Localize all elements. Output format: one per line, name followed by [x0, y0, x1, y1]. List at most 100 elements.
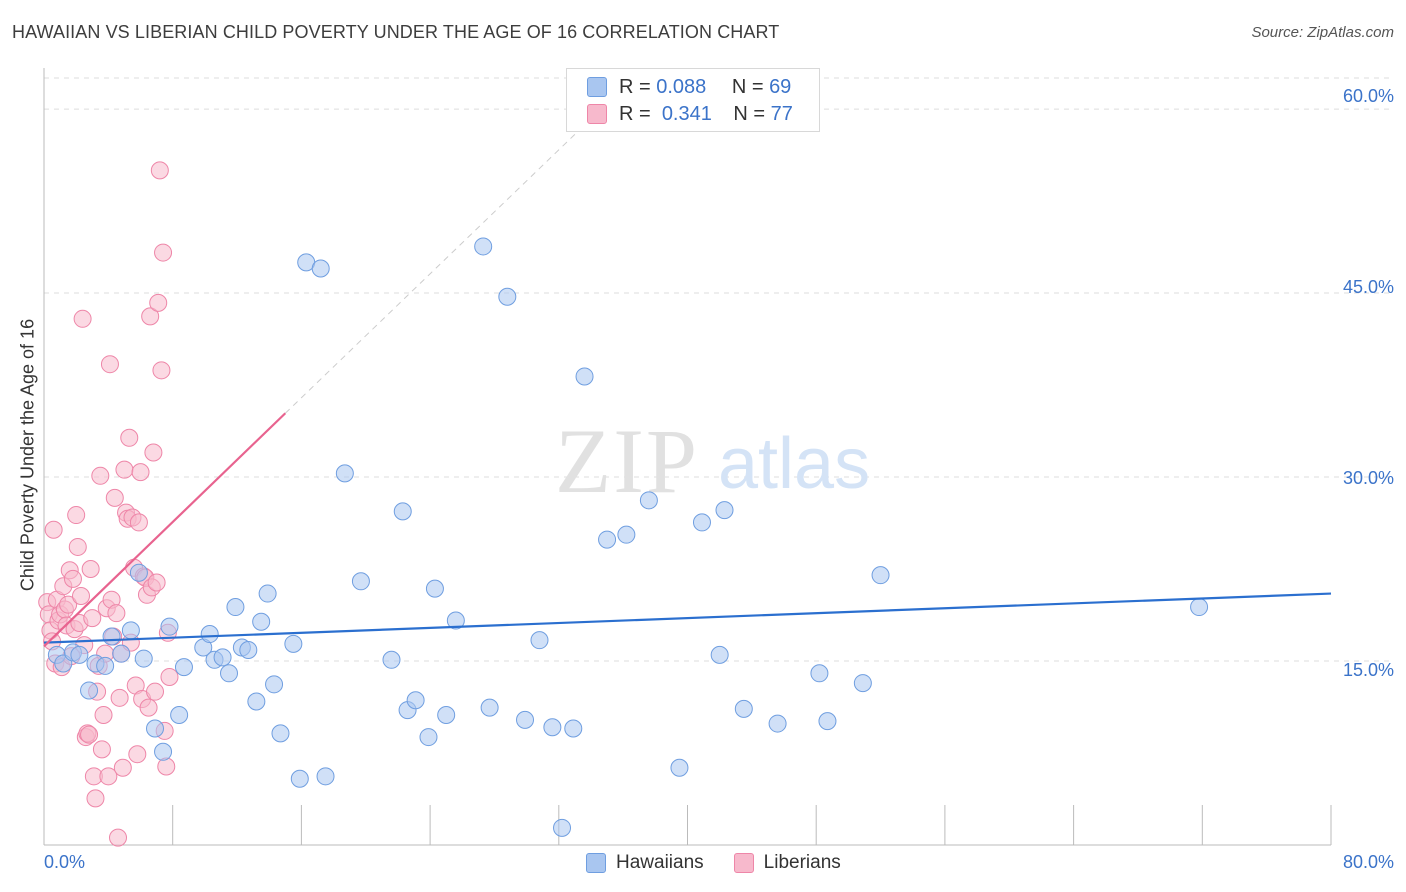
legend-r-value-liberians: 0.341: [661, 102, 712, 125]
hawaiian-point: [715, 501, 734, 520]
series-legend: Hawaiians Liberians: [586, 852, 871, 874]
liberian-point: [99, 767, 118, 786]
trend-lines: [43, 118, 1332, 648]
liberian-point: [115, 460, 134, 479]
y-tick-15: 15.0%: [1342, 660, 1394, 680]
legend-n-label: N =: [733, 102, 766, 125]
liberian-point: [80, 725, 99, 744]
liberian-point: [81, 560, 100, 579]
hawaiian-point: [265, 675, 284, 694]
hawaiian-point: [284, 634, 303, 653]
legend-r-label: R =: [619, 102, 651, 125]
hawaiian-point: [419, 728, 438, 747]
liberian-point: [129, 513, 148, 532]
watermark: ZIP atlas: [555, 410, 870, 512]
hawaiian-point: [160, 617, 179, 636]
correlation-legend: R = 0.088 N = 69 R = 0.341 N = 77: [566, 68, 820, 132]
hawaiian-point: [154, 742, 173, 761]
hawaiian-point: [146, 719, 165, 738]
hawaiian-point: [200, 625, 219, 644]
liberian-point: [120, 428, 139, 447]
liberian-point: [73, 309, 92, 328]
liberian-point: [105, 488, 124, 507]
hawaiian-point: [351, 572, 370, 591]
liberian-point: [59, 595, 78, 614]
hawaiian-point: [437, 705, 456, 724]
hawaiian-point: [70, 645, 89, 664]
liberian-point: [91, 466, 110, 485]
hawaiian-point: [290, 769, 309, 788]
hawaiian-trend-line: [43, 592, 1332, 644]
liberian-point: [131, 463, 150, 482]
hawaiian-point: [316, 767, 335, 786]
hawaiian-point: [598, 530, 617, 549]
liberian-point: [144, 443, 163, 462]
liberian-point: [149, 293, 168, 312]
liberian-point: [44, 520, 63, 539]
legend-r-value-hawaiians: 0.088: [656, 75, 707, 98]
hawaiian-point: [853, 674, 872, 693]
hawaiian-point: [311, 259, 330, 278]
hawaiian-point: [220, 664, 239, 683]
axes: [43, 68, 1332, 846]
watermark-atlas: atlas: [718, 424, 870, 504]
hawaiian-point: [692, 513, 711, 532]
hawaiian-point: [639, 491, 658, 510]
hawaiian-point: [174, 658, 193, 677]
liberian-point: [94, 705, 113, 724]
legend-item-liberians[interactable]: Liberians: [733, 852, 841, 874]
hawaiian-point: [474, 237, 493, 256]
hawaiian-point: [575, 367, 594, 386]
hawaiian-point: [543, 718, 562, 737]
hawaiian-point: [553, 818, 572, 837]
hawaiian-point: [768, 714, 787, 733]
watermark-zip: ZIP: [555, 410, 699, 512]
y-tick-45: 45.0%: [1342, 277, 1394, 297]
liberian-point: [146, 682, 165, 701]
x-tick-max: 80.0%: [1342, 852, 1394, 872]
liberian-trend-line: [43, 412, 287, 648]
liberian-point: [110, 688, 129, 707]
y-axis-label: Child Poverty Under the Age of 16: [17, 318, 38, 592]
series-liberians: [38, 161, 179, 847]
legend-label-hawaiians: Hawaiians: [616, 852, 704, 873]
legend-r-label: R =: [619, 75, 651, 98]
hawaiian-point: [335, 464, 354, 483]
y-tick-60: 60.0%: [1342, 86, 1394, 106]
hawaiian-point: [734, 699, 753, 718]
legend-n-value-hawaiians: 69: [769, 75, 792, 98]
liberian-point: [83, 609, 102, 628]
liberian-point: [141, 307, 160, 326]
hawaiian-point: [226, 598, 245, 617]
hawaiian-point: [564, 719, 583, 738]
legend-swatch-liberians: [733, 853, 754, 873]
hawaiian-point: [239, 640, 258, 659]
liberian-point: [154, 243, 173, 262]
hawaiian-point: [871, 566, 890, 585]
liberian-point: [147, 573, 166, 592]
hawaiian-point: [480, 698, 499, 717]
liberian-point: [100, 355, 119, 374]
hawaiian-point: [393, 502, 412, 521]
hawaiian-point: [710, 645, 729, 664]
hawaiian-point: [818, 712, 837, 731]
hawaiian-point: [446, 611, 465, 630]
liberian-point: [128, 745, 147, 764]
hawaiian-point: [670, 758, 689, 777]
y-tick-30: 30.0%: [1342, 468, 1394, 488]
hawaiian-point: [258, 584, 277, 603]
liberian-point: [150, 161, 169, 180]
legend-n-label: N =: [731, 75, 764, 98]
liberian-point: [107, 604, 126, 623]
hawaiian-point: [810, 664, 829, 683]
legend-swatch-hawaiians: [586, 853, 606, 873]
hawaiian-point: [213, 648, 232, 667]
hawaiian-point: [498, 287, 517, 306]
legend-item-hawaiians[interactable]: Hawaiians: [586, 852, 704, 874]
source-label: Source: ZipAtlas.com: [1251, 24, 1394, 41]
hawaiian-point: [252, 612, 271, 631]
legend-swatch-liberians: [587, 104, 607, 124]
hawaiian-point: [530, 631, 549, 650]
hawaiian-point: [129, 563, 148, 582]
